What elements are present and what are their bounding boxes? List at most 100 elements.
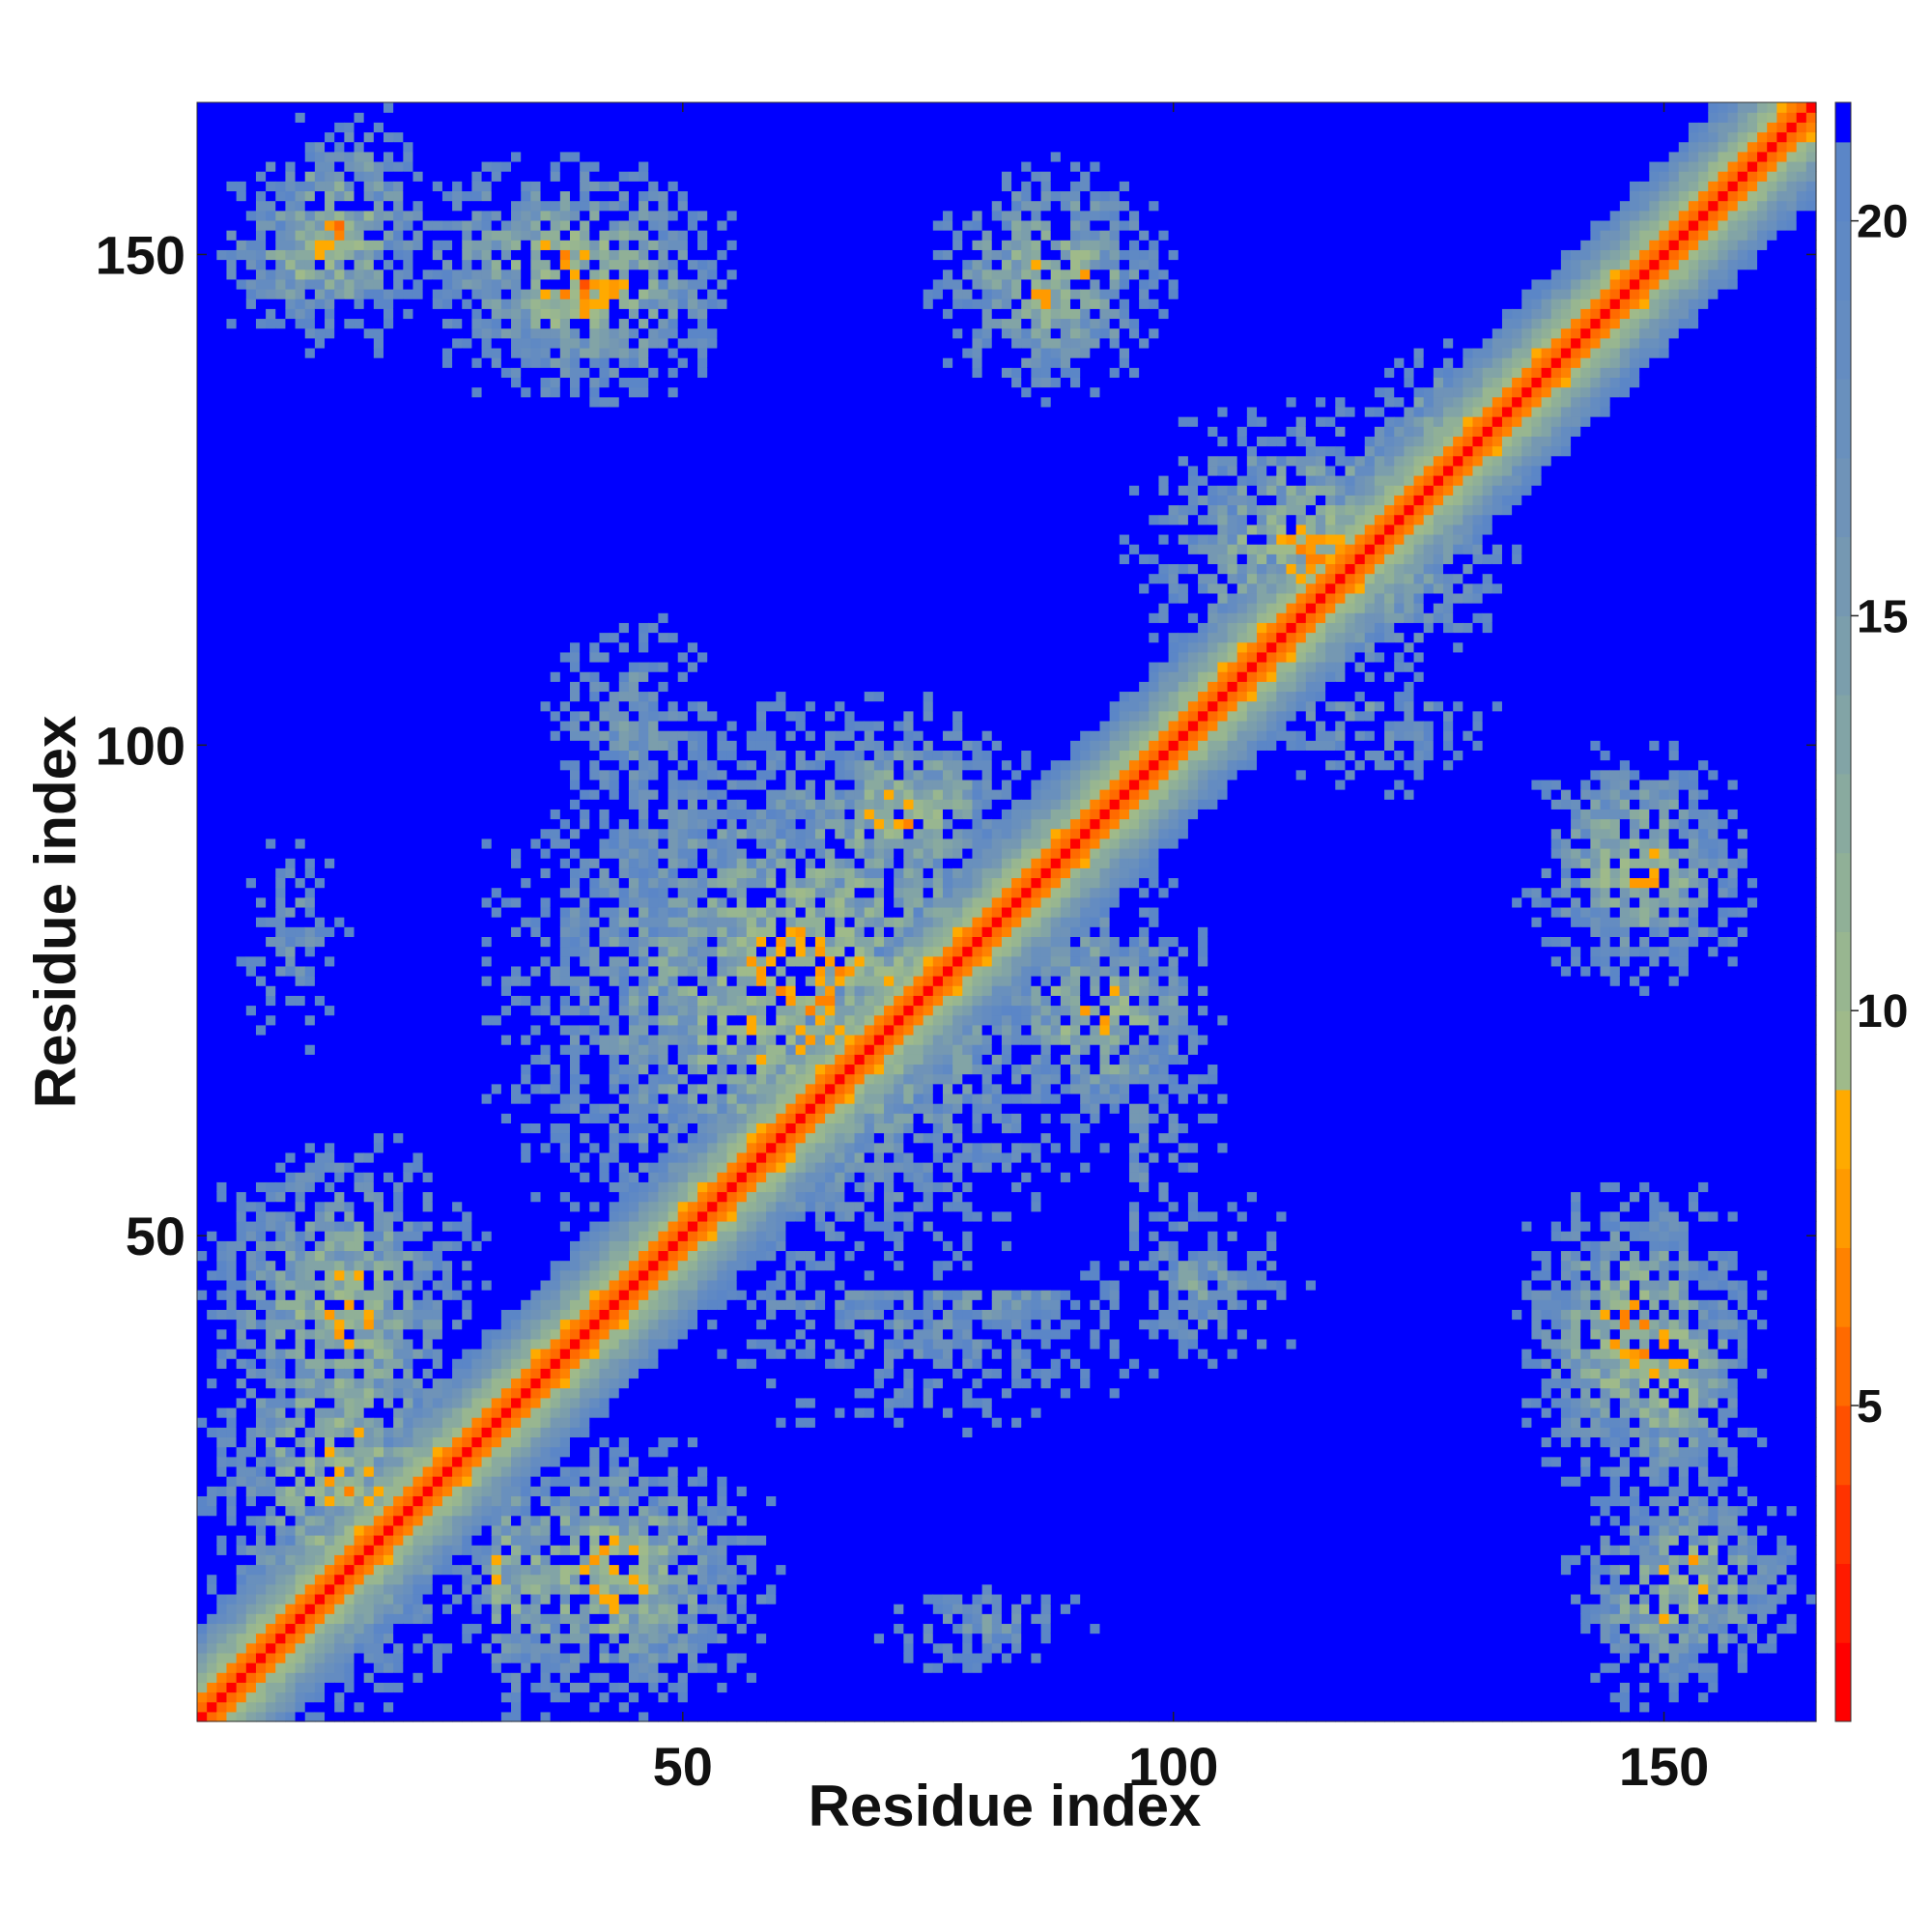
heatmap-cell [462,446,472,457]
heatmap-cell [315,367,326,378]
heatmap-cell [256,1191,267,1202]
heatmap-cell [207,318,217,328]
heatmap-cell [275,1702,286,1713]
heatmap-cell [207,838,217,849]
heatmap-cell [237,131,247,142]
heatmap-cell [442,152,453,162]
heatmap-cell [384,348,394,358]
heatmap-cell [197,131,208,142]
heatmap-cell [442,1486,453,1496]
heatmap-cell [374,1653,384,1663]
heatmap-cell [285,1113,296,1123]
heatmap-cell [197,1103,208,1114]
heatmap-cell [403,1634,413,1644]
heatmap-cell [442,740,453,751]
heatmap-cell [462,220,472,231]
heatmap-cell [364,416,375,427]
heatmap-cell [246,1476,257,1487]
heatmap-cell [256,956,267,967]
heatmap-cell [482,1672,493,1683]
heatmap-cell [364,240,375,250]
heatmap-cell [237,1545,247,1555]
heatmap-cell [355,1221,365,1232]
heatmap-cell [334,947,345,957]
heatmap-cell [315,1535,326,1546]
heatmap-cell [393,848,404,859]
heatmap-cell [325,201,335,212]
heatmap-cell [266,1486,276,1496]
heatmap-cell [471,1044,482,1055]
heatmap-cell [412,1584,423,1595]
heatmap-cell [226,190,237,201]
heatmap-cell [275,456,286,467]
heatmap-cell [403,662,413,672]
heatmap-cell [462,407,472,417]
heatmap-cell [403,328,413,339]
heatmap-cell [384,662,394,672]
heatmap-cell [355,475,365,486]
heatmap-cell [355,1320,365,1330]
heatmap-cell [374,1240,384,1251]
heatmap-cell [266,504,276,515]
heatmap-cell [442,1417,453,1428]
heatmap-cell [364,1702,375,1713]
heatmap-cell [207,1329,217,1340]
heatmap-cell [237,936,247,947]
heatmap-cell [197,819,208,830]
heatmap-cell [364,1368,375,1378]
heatmap-cell [285,260,296,270]
heatmap-cell [393,574,404,584]
heatmap-cell [266,357,276,368]
heatmap-cell [492,1378,502,1388]
heatmap-cell [256,495,267,505]
heatmap-cell [296,211,306,221]
heatmap-cell [384,1025,394,1036]
heatmap-cell [364,888,375,898]
heatmap-cell [315,220,326,231]
heatmap-cell [275,1495,286,1506]
heatmap-cell [374,190,384,201]
heatmap-cell [285,652,296,663]
heatmap-cell [315,466,326,476]
heatmap-cell [325,1613,335,1624]
heatmap-cell [266,681,276,692]
heatmap-cell [216,1427,227,1437]
heatmap-cell [355,1476,365,1487]
heatmap-cell [482,671,493,682]
heatmap-cell [433,1084,443,1094]
heatmap-cell [325,338,335,349]
heatmap-cell [482,1436,493,1447]
heatmap-cell [226,1309,237,1320]
heatmap-cell [266,554,276,564]
heatmap-cell [285,504,296,515]
heatmap-cell [344,563,355,574]
heatmap-cell [393,936,404,947]
heatmap-cell [355,554,365,564]
heatmap-cell [442,397,453,408]
heatmap-cell [246,740,257,751]
heatmap-cell [334,1662,345,1673]
heatmap-cell [355,888,365,898]
heatmap-cell [275,1554,286,1565]
heatmap-cell [384,240,394,250]
heatmap-cell [442,289,453,299]
heatmap-cell [296,907,306,918]
heatmap-cell [393,240,404,250]
heatmap-cell [384,1172,394,1182]
heatmap-cell [296,102,306,113]
heatmap-cell [216,907,227,918]
heatmap-cell [246,838,257,849]
heatmap-cell [433,622,443,633]
heatmap-cell [452,1407,463,1418]
heatmap-cell [197,1516,208,1526]
heatmap-cell [285,809,296,819]
heatmap-cell [482,260,493,270]
heatmap-cell [433,583,443,594]
heatmap-cell [197,475,208,486]
heatmap-cell [364,1122,375,1133]
heatmap-cell [216,1211,227,1222]
heatmap-cell [226,504,237,515]
heatmap-cell [452,740,463,751]
heatmap-cell [285,1712,296,1722]
heatmap-cell [442,1495,453,1506]
